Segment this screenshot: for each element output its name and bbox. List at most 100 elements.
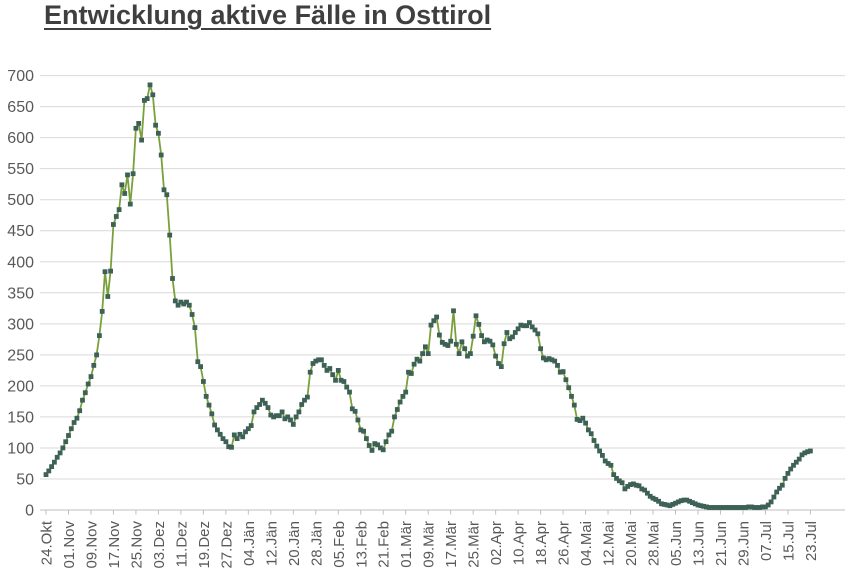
data-point-marker: [347, 389, 352, 395]
data-point-marker: [85, 381, 91, 387]
data-point-marker: [765, 502, 771, 508]
y-axis-tick-label: 50: [16, 471, 34, 488]
x-axis-tick-label: 02.Apr: [488, 521, 505, 565]
data-point-marker: [282, 416, 288, 422]
data-point-marker: [99, 309, 105, 314]
data-point-marker: [380, 447, 386, 453]
data-point-marker: [144, 96, 150, 101]
data-point-marker: [619, 480, 625, 486]
data-point-marker: [470, 333, 476, 339]
y-axis-tick-label: 150: [7, 409, 34, 426]
data-point-marker: [344, 384, 350, 390]
data-point-marker: [142, 98, 147, 103]
x-axis-tick-label: 25.Mär: [466, 521, 483, 568]
data-point-marker: [543, 357, 549, 363]
data-point-marker: [793, 459, 799, 465]
data-point-marker: [408, 371, 414, 376]
data-point-marker: [476, 322, 482, 327]
data-point-marker: [175, 302, 181, 308]
data-point-marker: [139, 137, 144, 143]
data-point-marker: [400, 394, 406, 399]
data-point-marker: [774, 489, 780, 495]
data-point-marker: [532, 327, 538, 333]
data-point-marker: [170, 276, 175, 281]
x-axis-tick-label: 28.Jän: [308, 521, 325, 566]
data-point-marker: [63, 439, 69, 445]
data-point-marker: [364, 436, 369, 441]
x-axis-tick-label: 05.Feb: [331, 521, 348, 568]
data-point-marker: [186, 302, 192, 308]
data-point-marker: [690, 500, 695, 505]
data-point-marker: [181, 301, 187, 307]
data-point-marker: [333, 377, 338, 383]
x-axis-tick-label: 03.Dez: [151, 521, 168, 569]
data-point-marker: [594, 443, 600, 449]
data-point-marker: [484, 337, 490, 343]
data-point-marker: [257, 402, 262, 407]
data-point-marker: [746, 504, 751, 510]
y-axis-tick-label: 350: [7, 285, 34, 302]
x-axis-tick-label: 25.Nov: [128, 521, 145, 569]
data-point-marker: [215, 427, 220, 433]
data-point-marker: [675, 499, 681, 505]
data-point-marker: [212, 422, 217, 428]
data-point-marker: [656, 498, 661, 504]
x-axis-tick-label: 01.Nov: [61, 521, 78, 569]
data-point-marker: [451, 308, 456, 314]
data-point-marker: [687, 498, 692, 504]
y-axis-tick-label: 0: [25, 503, 34, 520]
data-point-marker: [414, 356, 420, 362]
data-point-marker: [425, 351, 431, 356]
data-point-marker: [156, 130, 161, 136]
data-point-marker: [217, 431, 223, 437]
x-axis-tick-label: 17.Nov: [106, 521, 123, 569]
data-point-marker: [338, 377, 344, 383]
data-point-marker: [718, 505, 723, 510]
data-point-marker: [515, 326, 521, 332]
data-point-marker: [616, 478, 622, 484]
data-point-marker: [423, 344, 428, 350]
data-point-marker: [198, 364, 203, 369]
x-axis-tick-label: 10.Apr: [511, 521, 528, 565]
data-point-marker: [602, 458, 608, 464]
data-point-marker: [771, 494, 777, 500]
data-point-marker: [66, 433, 71, 438]
data-point-marker: [802, 450, 808, 456]
y-axis-tick-label: 450: [7, 223, 34, 240]
data-point-marker: [279, 409, 285, 415]
data-point-marker: [653, 497, 659, 502]
data-point-marker: [226, 444, 232, 450]
x-axis-tick-label: 27.Dez: [218, 521, 235, 569]
data-point-marker: [729, 505, 735, 510]
data-point-marker: [321, 363, 327, 368]
x-axis-tick-label: 21.Feb: [376, 521, 393, 568]
data-point-marker: [529, 324, 535, 330]
x-axis-tick-label: 09.Nov: [83, 521, 100, 569]
data-point-marker: [389, 428, 395, 434]
data-point-marker: [782, 476, 788, 481]
data-point-marker: [740, 505, 746, 510]
data-point-marker: [462, 346, 468, 352]
data-point-marker: [366, 443, 372, 448]
data-point-marker: [571, 402, 577, 408]
data-point-marker: [397, 399, 403, 405]
data-point-marker: [712, 505, 718, 510]
data-point-marker: [116, 207, 122, 212]
data-point-marker: [43, 472, 49, 477]
data-point-marker: [358, 427, 364, 433]
data-point-marker: [622, 486, 628, 492]
data-point-marker: [147, 82, 153, 88]
data-point-marker: [296, 409, 302, 415]
data-point-marker: [661, 502, 667, 507]
x-axis-tick-label: 23.Jul: [803, 521, 820, 561]
data-point-marker: [706, 505, 712, 510]
data-point-marker: [586, 427, 591, 433]
data-point-marker: [625, 484, 631, 489]
x-axis-tick-label: 07.Jul: [758, 521, 775, 561]
data-point-marker: [636, 483, 642, 489]
data-point-marker: [231, 432, 237, 438]
data-point-marker: [659, 501, 664, 507]
data-point-marker: [695, 502, 701, 508]
y-axis-tick-label: 400: [7, 254, 34, 271]
